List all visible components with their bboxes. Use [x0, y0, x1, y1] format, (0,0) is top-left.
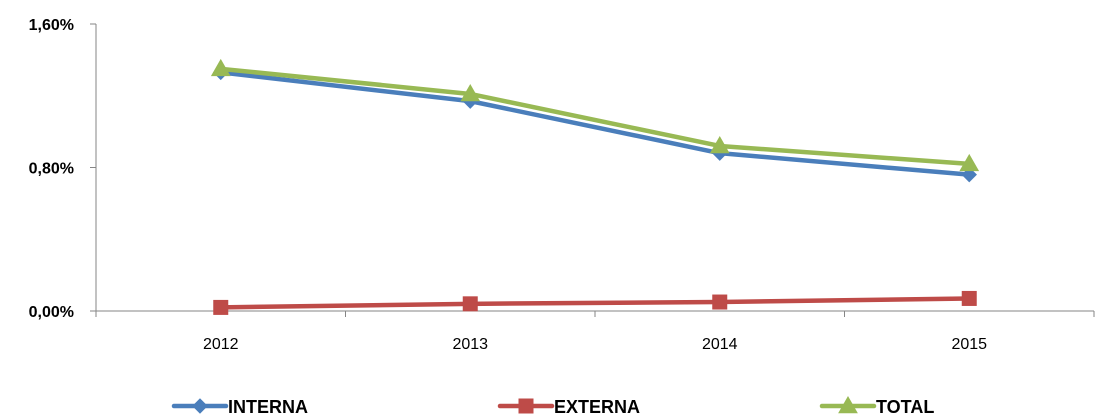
data-point-interna	[961, 166, 977, 183]
series-line-interna	[218, 70, 972, 177]
series-total	[210, 58, 980, 172]
legend-item-total: TOTAL	[819, 395, 934, 417]
data-point-total	[210, 58, 231, 77]
legend-label: EXTERNA	[554, 397, 640, 417]
x-tick-label: 2015	[951, 336, 987, 353]
y-tick-label: 0,80%	[29, 161, 74, 178]
legend-swatch-marker	[518, 398, 534, 414]
x-tick-label: 2012	[203, 336, 239, 353]
series-interna	[213, 64, 977, 183]
data-point-externa	[961, 290, 977, 306]
legend-swatch-marker	[192, 398, 208, 414]
data-point-total	[959, 153, 980, 172]
data-point-total	[460, 83, 481, 102]
data-point-externa	[712, 294, 728, 310]
x-tick-label: 2013	[452, 336, 488, 353]
y-tick-label: 1,60%	[29, 17, 74, 34]
data-point-total	[709, 135, 730, 154]
legend: INTERNA EXTERNA TOTAL	[171, 395, 934, 417]
legend-label: TOTAL	[876, 397, 934, 417]
data-point-externa	[213, 299, 229, 315]
series-layer	[210, 58, 980, 315]
legend-label: INTERNA	[228, 397, 308, 417]
y-tick-label: 0,00%	[29, 304, 74, 321]
series-externa	[213, 290, 977, 315]
data-point-externa	[462, 296, 478, 312]
series-line-externa	[218, 296, 972, 310]
axes: 0,00% 0,80% 1,60% 2012 2013 2014 2015	[29, 17, 1095, 353]
legend-item-externa: EXTERNA	[497, 397, 640, 417]
x-tick-label: 2014	[702, 336, 738, 353]
legend-item-interna: INTERNA	[171, 397, 308, 417]
legend-swatch-marker	[838, 395, 858, 414]
series-line-total	[218, 66, 972, 167]
